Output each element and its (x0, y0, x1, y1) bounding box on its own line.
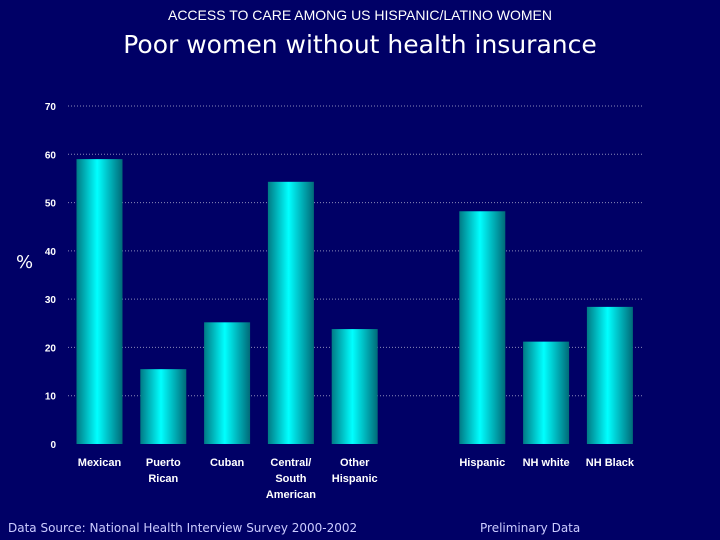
slide-supertitle: ACCESS TO CARE AMONG US HISPANIC/LATINO … (167, 7, 553, 23)
category-labels: Mexican Puerto Rican Cuban Central/South Amer… (78, 457, 635, 501)
y-tick-label: 10 (45, 392, 57, 403)
category-label: Puerto Rican (146, 457, 181, 485)
bar-puerto-rican (140, 369, 187, 444)
y-axis-ticks: 0 10 20 30 40 50 60 70 (45, 102, 57, 451)
category-label: Central/South American (266, 457, 316, 501)
y-tick-label: 30 (45, 295, 57, 306)
y-tick-label: 20 (45, 343, 57, 354)
bar-nh-white (523, 341, 570, 444)
chart-title: Poor women without health insurance (123, 30, 597, 59)
y-tick-label: 40 (45, 247, 57, 258)
category-label: NH Black (586, 457, 635, 469)
bars (76, 159, 633, 444)
category-label: Other Hispanic (332, 457, 378, 485)
y-tick-label: 70 (45, 102, 57, 113)
bar-hispanic (459, 211, 506, 444)
bar-central-south-american (267, 181, 314, 444)
y-tick-label: 0 (50, 440, 56, 451)
category-label: Hispanic (459, 457, 505, 469)
category-label: Cuban (210, 457, 245, 469)
bar-cuban (204, 322, 251, 444)
bar-other-hispanic (331, 329, 378, 444)
data-source-note: Data Source: National Health Interview S… (8, 521, 358, 535)
category-label: Mexican (78, 457, 122, 469)
bar-nh-black (586, 306, 633, 444)
y-axis-label: % (16, 252, 34, 273)
y-tick-label: 60 (45, 150, 57, 161)
y-tick-label: 50 (45, 199, 57, 210)
category-label: NH white (523, 457, 570, 469)
bar-mexican (76, 159, 123, 444)
preliminary-note: Preliminary Data (480, 521, 581, 535)
